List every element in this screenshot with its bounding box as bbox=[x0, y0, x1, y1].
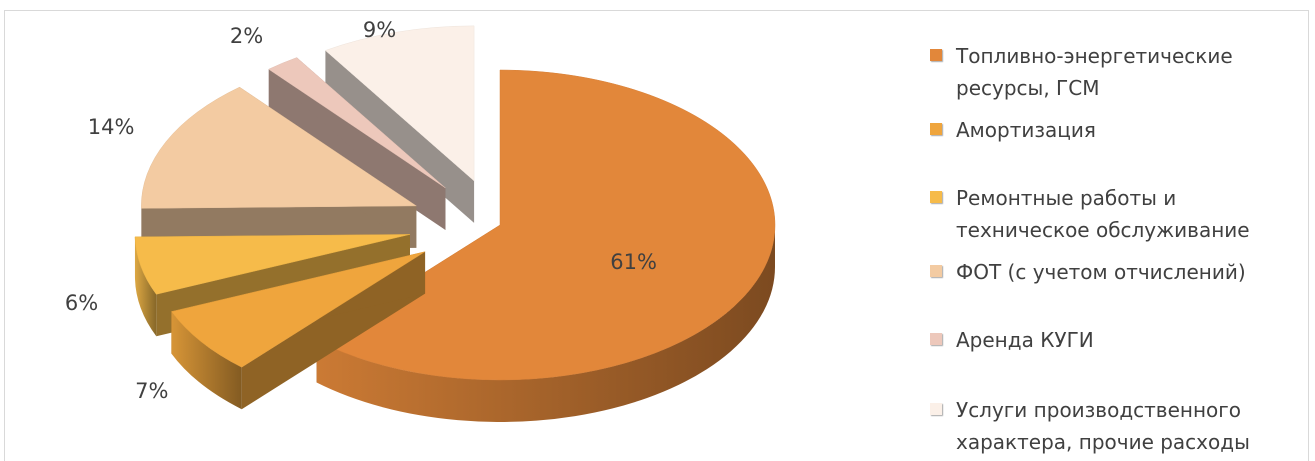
legend-label: ФОТ (с учетом отчислений) bbox=[956, 260, 1246, 284]
pie-chart bbox=[134, 25, 776, 422]
legend-swatch bbox=[930, 191, 942, 203]
slice-top bbox=[134, 234, 411, 295]
legend-swatch bbox=[930, 403, 942, 415]
pie-slice bbox=[324, 25, 475, 223]
slice-top bbox=[324, 25, 475, 182]
legend-label: Топливно-энергетические ресурсы, ГСМ bbox=[956, 44, 1233, 100]
data-label: 14% bbox=[87, 115, 135, 140]
legend-label: Амортизация bbox=[956, 118, 1096, 142]
slice-wall bbox=[325, 50, 475, 223]
slice-side bbox=[171, 311, 242, 410]
slice-top bbox=[141, 86, 418, 209]
data-label: 7% bbox=[135, 378, 169, 403]
slice-top bbox=[268, 57, 446, 189]
legend-label: Аренда КУГИ bbox=[956, 328, 1094, 352]
slice-top bbox=[316, 69, 776, 381]
legend-swatch bbox=[930, 49, 942, 61]
slice-side bbox=[134, 236, 157, 337]
slice-top bbox=[170, 251, 426, 368]
data-label: 61% bbox=[610, 249, 657, 274]
data-label: 9% bbox=[362, 18, 397, 42]
slice-side bbox=[316, 225, 775, 422]
pie-slice bbox=[170, 251, 426, 410]
data-label: 2% bbox=[229, 23, 264, 48]
chart-frame bbox=[4, 10, 1309, 461]
legend-label: Услуги производственного характера, проч… bbox=[956, 398, 1250, 454]
legend-swatch bbox=[930, 265, 942, 277]
legend-label: Ремонтные работы и техническое обслужива… bbox=[956, 186, 1250, 242]
pie-slice bbox=[268, 57, 446, 230]
data-label: 6% bbox=[64, 290, 99, 315]
legend-swatch bbox=[930, 123, 942, 135]
legend-swatch bbox=[930, 333, 942, 345]
